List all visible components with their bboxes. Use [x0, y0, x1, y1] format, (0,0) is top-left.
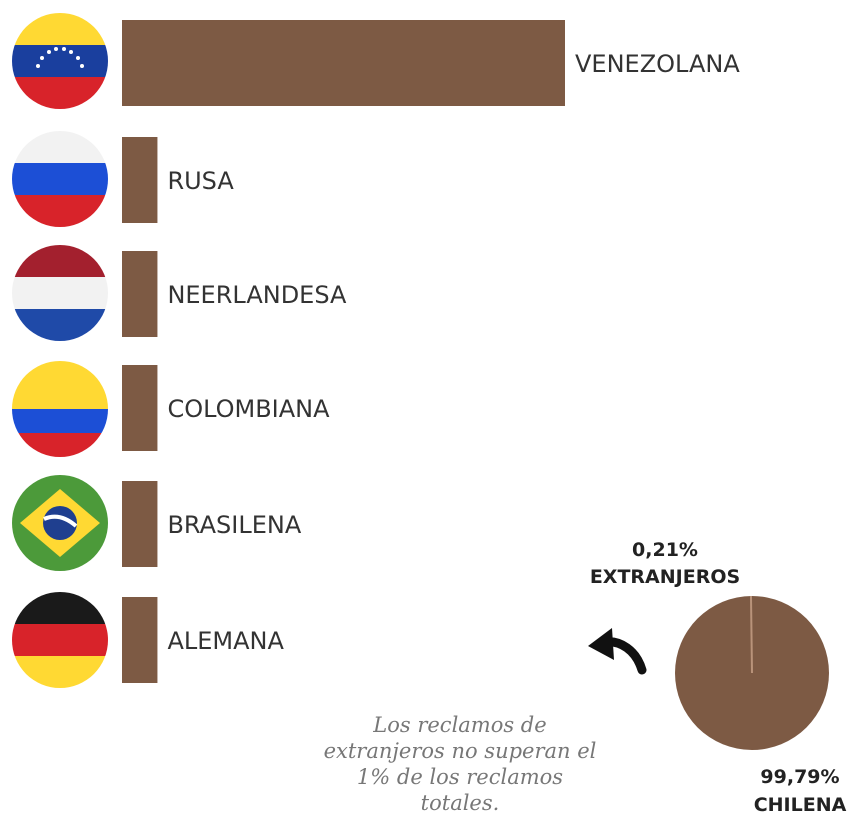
bar-brasilena — [122, 481, 158, 567]
pie-slice-extranjeros — [749, 595, 753, 674]
bar-series: VENEZOLANA RUSA NEERLANDESA COLOMBIANA BRASI… — [122, 20, 740, 683]
category-label-venezolana: VENEZOLANA — [575, 50, 740, 78]
bar-rusa — [122, 137, 158, 223]
bar-venezolana — [122, 20, 565, 106]
brazil-flag-icon — [12, 475, 108, 571]
bar-colombiana — [122, 365, 158, 451]
venezuela-flag-icon — [12, 13, 108, 109]
footnote-line: extranjeros no superan el — [323, 739, 597, 763]
category-label-brasilena: BRASILENA — [167, 511, 301, 539]
category-label-rusa: RUSA — [167, 167, 234, 195]
category-label-colombiana: COLOMBIANA — [167, 395, 330, 423]
curved-arrow-left-icon — [588, 628, 647, 675]
footnote: Los reclamos de extranjeros no superan e… — [300, 712, 620, 816]
pie-label-chilena-name: CHILENA — [754, 794, 847, 816]
germany-flag-icon — [12, 592, 108, 688]
footnote-line: totales. — [420, 791, 500, 815]
pie-label-extranjeros-name: EXTRANJEROS — [590, 566, 740, 588]
netherlands-flag-icon — [12, 245, 108, 341]
footnote-line: 1% de los reclamos — [356, 765, 564, 789]
russia-flag-icon — [12, 131, 108, 227]
colombia-flag-icon — [12, 361, 108, 457]
footnote-line: Los reclamos de — [373, 713, 547, 737]
pie-label-chilena-value: 99,79% — [760, 766, 839, 788]
pie-label-extranjeros-value: 0,21% — [632, 539, 698, 561]
category-label-alemana: ALEMANA — [167, 627, 284, 655]
pie-chart — [675, 595, 829, 750]
category-label-neerlandesa: NEERLANDESA — [167, 281, 347, 309]
bar-neerlandesa — [122, 251, 158, 337]
bar-alemana — [122, 597, 158, 683]
